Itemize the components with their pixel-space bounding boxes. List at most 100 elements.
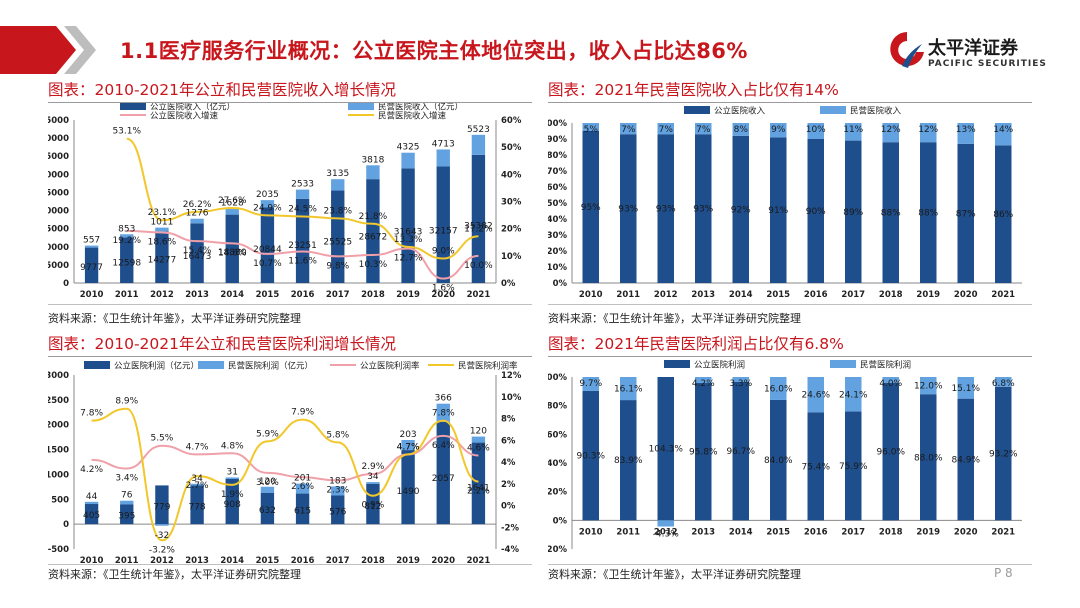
private-share-label: 9% — [771, 125, 786, 135]
y-right-tick: 20% — [501, 225, 522, 235]
public-bar-label: 28672 — [359, 232, 388, 242]
public-rate-label: 4.8% — [221, 441, 244, 451]
public-bar-label: 23251 — [288, 241, 317, 251]
public-bar-label: 31643 — [394, 227, 423, 237]
public-share-label: 87% — [956, 209, 976, 219]
public-share-label: 95% — [581, 203, 601, 213]
legend-public-line-label: 公立医院利润率 — [360, 361, 420, 372]
bar-public — [770, 137, 787, 283]
y-tick: 10% — [548, 263, 567, 273]
public-rate-label: 10.3% — [359, 260, 388, 270]
private-share-label: -4.3% — [653, 529, 680, 539]
y-right-tick: -2% — [501, 523, 519, 533]
y-right-tick: 0% — [501, 502, 516, 512]
profit-growth-chart: -500 0 500 1000 1500 2000 2500 3000 -4% -2% 0% 2% 4%… — [48, 361, 522, 564]
public-bar-label: 1490 — [397, 487, 420, 497]
y-tick: 80% — [548, 402, 567, 412]
x-tick-label: 2021 — [467, 290, 491, 300]
public-share-label: 83.9% — [614, 456, 643, 466]
bar-public — [436, 166, 450, 283]
legend-private-bar-label: 民营医院利润（亿元） — [228, 361, 313, 372]
source-divider — [48, 304, 532, 305]
bar-public — [84, 504, 99, 525]
bar-private — [620, 377, 637, 401]
legend-public-bar-swatch — [84, 361, 110, 369]
private-share-label: 15.1% — [951, 384, 980, 394]
private-rate-label: 24.5% — [288, 204, 317, 214]
public-share-label: 75.9% — [839, 462, 868, 472]
x-tick-label: 2011 — [115, 290, 139, 300]
private-share-label: 10% — [806, 125, 826, 135]
y-right-tick: 30% — [501, 198, 522, 208]
bar-public — [582, 390, 599, 521]
private-share-label: 8% — [734, 125, 749, 135]
bar-private — [471, 134, 486, 155]
revenue-growth-chart: 0 5000 10000 15000 20000 25000 30000 35000 40000… — [48, 103, 522, 300]
private-rate-label: 5.9% — [256, 429, 279, 439]
company-logo: 太平洋证券 PACIFIC SECURITIES — [888, 28, 1068, 72]
private-bar-label: 1628 — [221, 199, 244, 209]
bar-private — [155, 524, 169, 526]
bar-public — [845, 411, 862, 521]
pacific-logo-icon — [890, 32, 924, 68]
x-tick-label: 2010 — [80, 556, 104, 563]
private-bar-label: 3135 — [326, 169, 349, 179]
legend-private-bar-swatch — [348, 103, 374, 110]
x-tick-label: 2014 — [220, 556, 244, 563]
bar-public — [770, 399, 787, 521]
bar-private — [920, 377, 937, 395]
private-rate-label: 17.2% — [464, 224, 493, 234]
bar-private — [920, 123, 937, 143]
public-rate-label: 14.6% — [218, 248, 247, 258]
bar-private — [770, 377, 787, 400]
bar-public — [155, 485, 169, 525]
y-right-tick: 2% — [501, 480, 516, 490]
x-tick-label: 2011 — [616, 527, 640, 537]
bar-private — [957, 123, 974, 144]
bar-public — [120, 504, 134, 525]
y-right-tick: 10% — [501, 252, 522, 262]
bar-private — [882, 123, 899, 143]
x-tick-label: 2020 — [954, 290, 978, 300]
private-rate-label: 21.8% — [359, 212, 388, 222]
private-share-label: 7% — [696, 125, 711, 135]
bar-public — [260, 492, 275, 525]
y-tick: 40% — [548, 215, 567, 225]
bar-public — [882, 382, 899, 521]
private-share-label: 7% — [659, 125, 674, 135]
private-rate-label: 2.2% — [467, 487, 490, 497]
private-bar-label: 4325 — [397, 143, 420, 153]
source-divider — [48, 564, 532, 565]
public-bar-label: 2057 — [432, 474, 455, 484]
x-tick-label: 2016 — [291, 290, 315, 300]
bar-public — [657, 134, 674, 283]
y-left-tick: 3000 — [48, 371, 69, 381]
bar-public — [845, 140, 862, 283]
public-rate-label: 9.8% — [326, 261, 349, 271]
private-rate-label: 7.9% — [291, 408, 314, 418]
private-share-label: 16.0% — [764, 384, 793, 394]
y-tick: 30% — [548, 231, 567, 241]
legend-public-bar-swatch — [120, 103, 146, 110]
bar-public — [620, 400, 637, 521]
private-bar-label: 203 — [399, 430, 416, 440]
x-tick-label: 2017 — [326, 290, 350, 300]
bar-private — [120, 234, 134, 238]
bar-public — [957, 398, 974, 521]
header-decoration — [0, 26, 96, 74]
public-bar-label: 405 — [83, 511, 100, 521]
legend-private-label: 民营医院收入 — [850, 106, 902, 117]
y-left-tick: 2500 — [48, 396, 69, 406]
bar-public — [366, 483, 380, 525]
bar-private — [190, 483, 204, 486]
public-bar-label: 18880 — [218, 248, 247, 258]
private-share-label: 9.7% — [579, 379, 602, 389]
bar-private — [331, 486, 345, 496]
private-rate-label: 23.1% — [148, 208, 177, 218]
bar-public — [155, 231, 169, 283]
x-tick-label: 2013 — [185, 290, 209, 300]
public-share-label: 90.3% — [576, 452, 605, 462]
legend-public-swatch — [684, 106, 710, 114]
private-rate-line — [91, 407, 479, 542]
x-tick-label: 2015 — [766, 527, 790, 537]
